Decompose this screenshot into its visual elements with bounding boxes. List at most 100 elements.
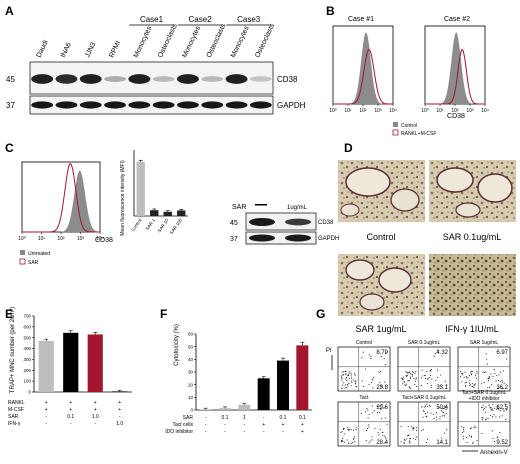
event-dot — [414, 380, 417, 382]
event-dot — [402, 383, 404, 385]
c-gapdh-band — [249, 234, 275, 242]
g-lr-percent: 33.1 — [436, 385, 448, 391]
bar — [112, 391, 128, 392]
e-y-tick-label: 100 — [23, 379, 31, 384]
event-dot — [350, 385, 352, 387]
f-cell: - — [243, 422, 245, 428]
event-dot — [342, 384, 344, 386]
e-cell: 1.0 — [92, 414, 99, 420]
f-cell: 0.1 — [299, 415, 306, 421]
event-dot — [421, 406, 423, 408]
event-dot — [464, 382, 466, 384]
event-dot — [495, 408, 497, 410]
event-dot — [347, 426, 349, 428]
event-dot — [487, 387, 489, 389]
g-ur-percent: 62.5 — [496, 405, 508, 411]
event-dot — [384, 381, 386, 383]
event-dot — [473, 427, 475, 429]
event-dot — [485, 418, 487, 420]
cd38-band — [249, 76, 272, 82]
legend-swatch-control — [393, 122, 398, 127]
osteoclast-cell — [477, 173, 513, 203]
event-dot — [488, 378, 490, 380]
g-plot-title: Tact — [359, 395, 369, 401]
event-dot — [362, 351, 364, 353]
gapdh-blot — [29, 95, 274, 115]
event-dot — [462, 438, 465, 440]
event-dot — [384, 442, 386, 444]
gapdh-band — [79, 101, 102, 109]
event-dot — [345, 373, 347, 375]
e-row-label: M-CSF — [8, 407, 24, 413]
f-cell: - — [224, 429, 226, 435]
event-dot — [371, 436, 373, 438]
event-dot — [386, 423, 388, 425]
gapdh-band — [152, 101, 175, 109]
event-dot — [474, 374, 477, 376]
event-dot — [404, 439, 406, 441]
event-dot — [443, 405, 445, 407]
event-dot — [424, 405, 427, 407]
event-dot — [341, 431, 343, 433]
event-dot — [350, 380, 352, 382]
event-dot — [444, 380, 446, 382]
event-dot — [464, 371, 466, 373]
event-dot — [464, 384, 467, 387]
gapdh-band — [225, 101, 248, 109]
event-dot — [342, 440, 344, 442]
event-dot — [466, 442, 468, 444]
event-dot — [484, 411, 486, 413]
event-dot — [408, 387, 410, 389]
event-dot — [475, 383, 477, 385]
event-dot — [494, 440, 496, 442]
event-dot — [368, 426, 370, 428]
lane-label: Monocytes — [230, 25, 251, 59]
event-dot — [443, 432, 446, 434]
g-ur-percent: 29.6 — [376, 405, 388, 411]
event-dot — [422, 416, 424, 418]
x-tick-label: 10⁴ — [96, 236, 104, 242]
x-tick-label: 10³ — [77, 236, 85, 242]
event-dot — [498, 416, 501, 418]
gapdh-band — [31, 101, 54, 109]
event-dot — [461, 426, 463, 428]
event-dot — [502, 370, 504, 372]
event-dot — [429, 405, 431, 408]
e-row-label: SAR — [8, 414, 19, 420]
event-dot — [463, 430, 465, 432]
panel-d-label: D — [344, 141, 353, 155]
event-dot — [356, 386, 358, 388]
event-dot — [379, 412, 381, 414]
case-header: Case3 — [237, 15, 261, 24]
event-dot — [410, 376, 412, 378]
event-dot — [472, 441, 474, 443]
event-dot — [341, 441, 343, 443]
event-dot — [348, 383, 350, 385]
event-dot — [407, 374, 409, 376]
g-lr-percent: 28.4 — [376, 440, 388, 446]
event-dot — [345, 376, 348, 378]
lane-label: Monocytes — [133, 25, 154, 59]
f-cell: - — [205, 429, 207, 435]
event-dot — [408, 379, 410, 382]
event-dot — [492, 375, 494, 378]
event-dot — [433, 417, 435, 419]
cd38-band — [152, 76, 175, 82]
event-dot — [346, 380, 348, 382]
event-dot — [482, 406, 484, 408]
event-dot — [409, 437, 411, 440]
event-dot — [506, 358, 508, 360]
event-dot — [465, 436, 468, 438]
event-dot — [485, 419, 487, 421]
event-dot — [372, 387, 374, 389]
event-dot — [434, 353, 436, 355]
legend-untreated: Untreated — [28, 251, 50, 257]
legend-control: Control — [401, 123, 417, 129]
event-dot — [354, 383, 356, 385]
event-dot — [403, 376, 405, 378]
panel-c-label: C — [5, 141, 14, 155]
event-dot — [446, 429, 448, 431]
g-lr-percent: 9.52 — [496, 440, 508, 446]
event-dot — [423, 410, 425, 412]
event-dot — [473, 384, 475, 386]
